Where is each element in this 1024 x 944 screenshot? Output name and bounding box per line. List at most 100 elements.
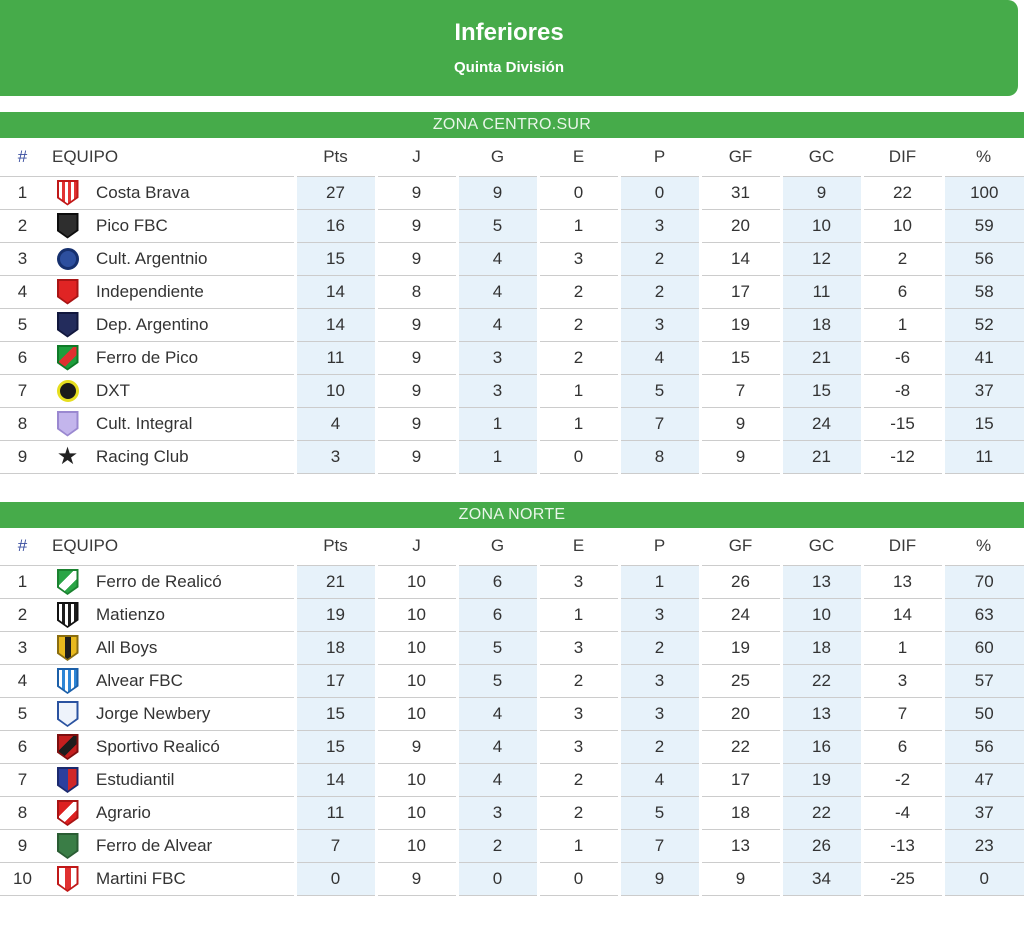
header-team: EQUIPO — [52, 536, 119, 556]
stat-cell-p: 5 — [617, 373, 700, 407]
stat-cell-g: 4 — [455, 274, 538, 308]
stat-cell-gc: 13 — [779, 565, 862, 599]
stat-cell-dif: 3 — [860, 664, 943, 698]
header-p: P — [653, 536, 666, 556]
stat-cell-p: 7 — [617, 829, 700, 863]
stat-cell-pts: 16 — [293, 208, 376, 242]
stat-cell-gc: 16 — [779, 730, 862, 764]
standings-row: 9 Ferro de Alvear 7 10 2 1 7 13 26 -13 23 — [0, 829, 1024, 863]
header-pct: % — [975, 146, 992, 166]
stat-cell-pct: 23 — [941, 829, 1024, 863]
standings-row: 8 Cult. Integral 4 9 1 1 7 9 24 -15 15 — [0, 406, 1024, 440]
position-cell: 7 — [0, 763, 45, 797]
position-cell: 6 — [0, 340, 45, 374]
standings-header-row: # EQUIPO Pts J G E P GF GC DIF% — [0, 528, 1024, 566]
stat-cell-dif: 6 — [860, 730, 943, 764]
stat-cell-gf: 14 — [698, 241, 781, 275]
header-position: # — [17, 536, 28, 556]
stat-cell-gc: 10 — [779, 208, 862, 242]
stat-cell-pct: 15 — [941, 406, 1024, 440]
stat-cell-pts: 7 — [293, 829, 376, 863]
stat-cell-j: 9 — [374, 208, 457, 242]
stat-cell-pts: 17 — [293, 664, 376, 698]
stat-cell-dif: 1 — [860, 631, 943, 665]
dxt-crest-icon — [55, 377, 81, 404]
stat-cell-gf: 7 — [698, 373, 781, 407]
stat-cell-pct: 56 — [941, 241, 1024, 275]
team-name: Dep. Argentino — [90, 307, 295, 341]
stat-cell-j: 9 — [374, 340, 457, 374]
header-gf: GF — [728, 146, 753, 166]
standings-row: 4 Independiente 14 8 4 2 2 17 11 6 58 — [0, 274, 1024, 308]
stat-cell-j: 10 — [374, 598, 457, 632]
alvear-fbc-crest-icon — [55, 668, 81, 695]
team-logo-cell — [45, 307, 90, 341]
stat-cell-gc: 22 — [779, 796, 862, 830]
stat-cell-gc: 18 — [779, 631, 862, 665]
stat-cell-pts: 14 — [293, 274, 376, 308]
stat-cell-pct: 100 — [941, 175, 1024, 209]
stat-cell-pts: 21 — [293, 565, 376, 599]
stat-cell-gc: 21 — [779, 340, 862, 374]
standings-row: 1 Costa Brava 27 9 9 0 0 31 9 22 100 — [0, 175, 1024, 209]
stat-cell-dif: -13 — [860, 829, 943, 863]
header-pct: % — [975, 536, 992, 556]
team-name: Cult. Integral — [90, 406, 295, 440]
stat-cell-j: 9 — [374, 241, 457, 275]
header-e: E — [572, 536, 585, 556]
ferro-realico-crest-icon — [55, 569, 81, 596]
stat-cell-e: 1 — [536, 208, 619, 242]
stat-cell-g: 5 — [455, 208, 538, 242]
stat-cell-p: 4 — [617, 763, 700, 797]
header-j: J — [412, 146, 421, 166]
estudiantil-crest-icon — [55, 767, 81, 794]
stat-cell-gf: 9 — [698, 406, 781, 440]
stat-cell-gf: 19 — [698, 307, 781, 341]
stat-cell-p: 2 — [617, 241, 700, 275]
stat-cell-p: 4 — [617, 340, 700, 374]
stat-cell-g: 4 — [455, 241, 538, 275]
martini-fbc-crest-icon — [55, 866, 81, 893]
header-dif: DIF — [888, 146, 917, 166]
position-cell: 1 — [0, 565, 45, 599]
team-logo-cell — [45, 763, 90, 797]
stat-cell-g: 0 — [455, 862, 538, 896]
stat-cell-e: 3 — [536, 730, 619, 764]
stat-cell-e: 3 — [536, 697, 619, 731]
stat-cell-gc: 12 — [779, 241, 862, 275]
standings-row: 5 Jorge Newbery 15 10 4 3 3 20 13 7 50 — [0, 697, 1024, 731]
header-g: G — [490, 536, 505, 556]
team-name: Independiente — [90, 274, 295, 308]
team-name: Racing Club — [90, 439, 295, 474]
stat-cell-g: 1 — [455, 439, 538, 474]
stat-cell-j: 9 — [374, 862, 457, 896]
header-e: E — [572, 146, 585, 166]
stat-cell-gc: 9 — [779, 175, 862, 209]
stat-cell-j: 9 — [374, 373, 457, 407]
stat-cell-gf: 15 — [698, 340, 781, 374]
standings-row: 5 Dep. Argentino 14 9 4 2 3 19 18 1 52 — [0, 307, 1024, 341]
stat-cell-gf: 24 — [698, 598, 781, 632]
stat-cell-j: 10 — [374, 763, 457, 797]
team-logo-cell — [45, 829, 90, 863]
stat-cell-pts: 14 — [293, 763, 376, 797]
stat-cell-j: 10 — [374, 664, 457, 698]
stat-cell-e: 2 — [536, 340, 619, 374]
stat-cell-pts: 11 — [293, 340, 376, 374]
stat-cell-g: 3 — [455, 373, 538, 407]
stat-cell-p: 2 — [617, 274, 700, 308]
stat-cell-pct: 63 — [941, 598, 1024, 632]
stat-cell-j: 9 — [374, 406, 457, 440]
stat-cell-g: 5 — [455, 664, 538, 698]
stat-cell-pct: 50 — [941, 697, 1024, 731]
stat-cell-gf: 20 — [698, 208, 781, 242]
stat-cell-dif: -8 — [860, 373, 943, 407]
stat-cell-gc: 26 — [779, 829, 862, 863]
stat-cell-j: 10 — [374, 796, 457, 830]
team-logo-cell — [45, 340, 90, 374]
standings-row: 3 All Boys 18 10 5 3 2 19 18 1 60 — [0, 631, 1024, 665]
zone-title-bar: ZONA NORTE — [0, 501, 1024, 528]
dep-argentino-crest-icon — [55, 311, 81, 338]
team-logo-cell — [45, 631, 90, 665]
